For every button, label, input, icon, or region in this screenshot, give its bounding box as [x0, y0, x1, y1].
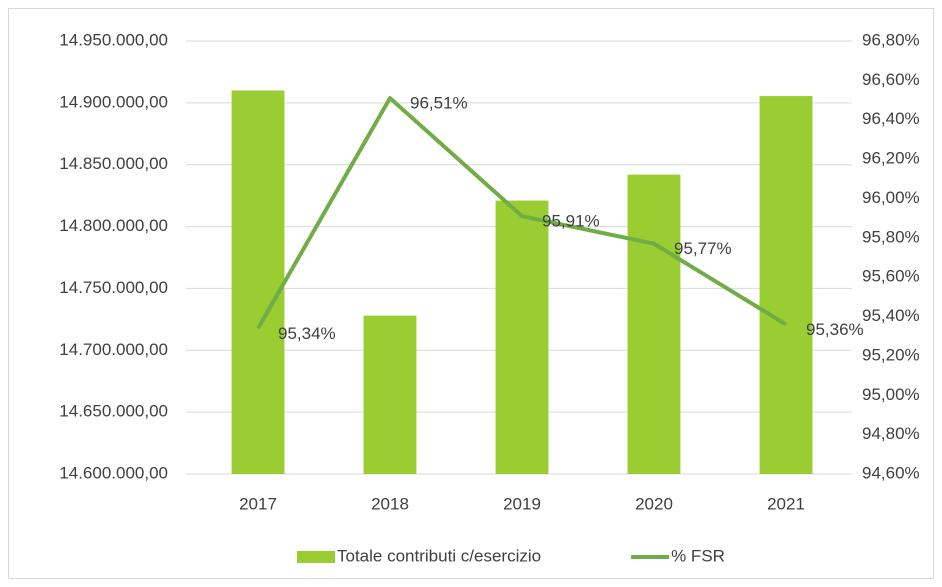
bar [495, 200, 549, 474]
data-label: 95,36% [806, 320, 864, 339]
legend-swatch [297, 551, 335, 563]
x-tick-label: 2021 [767, 494, 805, 513]
x-tick-label: 2017 [239, 494, 277, 513]
y2-tick-label: 95,60% [862, 267, 920, 286]
y2-tick-label: 96,00% [862, 188, 920, 207]
y-tick-label: 14.800.000,00 [59, 216, 168, 235]
y2-tick-label: 96,40% [862, 109, 920, 128]
data-label: 96,51% [410, 94, 468, 113]
bar [231, 90, 285, 474]
y-tick-label: 14.850.000,00 [59, 154, 168, 173]
y2-tick-label: 96,60% [862, 70, 920, 89]
y-tick-label: 14.750.000,00 [59, 278, 168, 297]
y-tick-label: 14.950.000,00 [59, 30, 168, 49]
y-tick-label: 14.900.000,00 [59, 92, 168, 111]
bar [759, 96, 813, 474]
line [256, 96, 788, 330]
data-label: 95,34% [278, 324, 336, 343]
y2-tick-label: 95,40% [862, 306, 920, 325]
legend-label: % FSR [671, 546, 725, 565]
y-tick-label: 14.700.000,00 [59, 340, 168, 359]
x-tick-label: 2019 [503, 494, 541, 513]
y2-tick-label: 96,20% [862, 149, 920, 168]
y2-tick-label: 96,80% [862, 30, 920, 49]
y2-tick-label: 94,60% [862, 463, 920, 482]
y2-tick-label: 95,00% [862, 385, 920, 404]
bar [627, 174, 681, 474]
bar [363, 315, 417, 474]
data-label: 95,91% [542, 212, 600, 231]
x-tick-label: 2018 [371, 494, 409, 513]
y2-tick-label: 95,20% [862, 345, 920, 364]
x-tick-label: 2020 [635, 494, 673, 513]
y-tick-label: 14.650.000,00 [59, 402, 168, 421]
y2-tick-label: 95,80% [862, 227, 920, 246]
y-tick-label: 14.600.000,00 [59, 463, 168, 482]
data-label: 95,77% [674, 239, 732, 258]
legend-label: Totale contributi c/esercizio [337, 546, 541, 565]
y2-tick-label: 94,80% [862, 424, 920, 443]
